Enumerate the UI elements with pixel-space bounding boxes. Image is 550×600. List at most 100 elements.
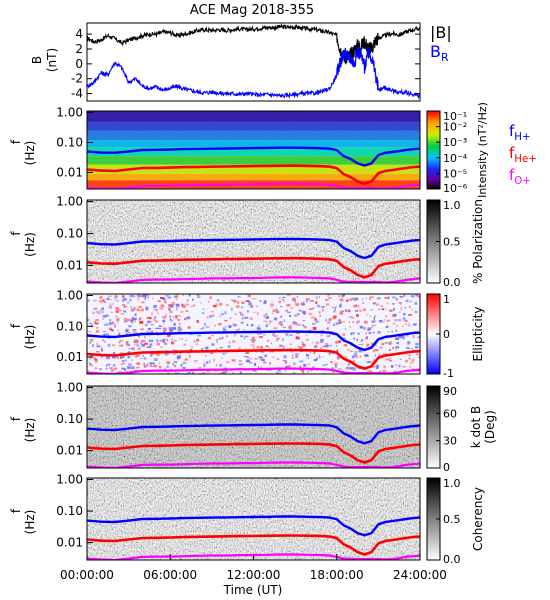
freq-ylabel: f: [9, 416, 23, 421]
gyrofrequency-line-fH: [87, 330, 420, 352]
time-axis-label: Time (UT): [223, 583, 283, 597]
spectrogram-image: [87, 386, 420, 468]
spectrogram-panel-1: 1.00 0.10 0.01 f (Hz) 10⁻¹10⁻² 10⁻³ 10⁻⁴ 10⁻⁵ 10⁻…: [9, 102, 537, 198]
colorbar-tick-label: 10⁻¹: [443, 110, 467, 123]
freq-ylabel-unit: (Hz): [23, 141, 37, 166]
spectrogram-image: [87, 111, 420, 189]
colorbar-label: Coherency: [471, 487, 485, 551]
gyrofrequency-line-fO: [87, 276, 420, 283]
freq-tick-label: 1.00: [56, 473, 83, 487]
colorbar-tick-label: 10⁻⁶: [443, 182, 468, 195]
legend-gyro-H+: fH+: [509, 122, 530, 143]
freq-tick-label: 0.01: [56, 165, 83, 179]
time-tick-label: 00:00:00: [60, 568, 114, 582]
colorbar-tick-label: 0.5: [443, 236, 461, 249]
colorbar-tick-label: 0: [443, 461, 450, 474]
freq-tick-label: 0.01: [56, 350, 83, 364]
gyrofrequency-line-fH: [87, 423, 420, 445]
colorbar-tick-label: 0.0: [443, 553, 461, 566]
time-tick-label: 12:00:00: [227, 568, 281, 582]
freq-tick-label: 0.10: [56, 226, 83, 240]
colorbar-tick-label: 1: [443, 293, 450, 306]
freq-ylabel: f: [9, 231, 23, 236]
gyrofrequency-line-fHe: [87, 442, 420, 464]
field-traces: [87, 23, 420, 100]
colorbar-tick-label: 10⁻⁴: [443, 152, 468, 165]
colorbar-label-unit: (Deg): [483, 410, 497, 444]
time-tick-label: 18:00:00: [310, 568, 364, 582]
gyrofrequency-line-fO: [87, 553, 420, 560]
gyrofrequency-line-fH: [87, 237, 420, 260]
freq-ylabel-unit: (Hz): [23, 232, 37, 257]
field-ytick-label: -4: [71, 87, 83, 101]
colorbar-tick-label: -1: [443, 367, 454, 380]
freq-ylabel: f: [9, 508, 23, 513]
colorbar-tick-label: 30: [443, 435, 457, 448]
gyrofrequency-line-fO: [87, 182, 420, 189]
colorbar-tick-label: 1.0: [443, 199, 461, 212]
colorbar-tick-label: 90: [443, 385, 457, 398]
time-tick-label: 24:00:00: [393, 568, 447, 582]
colorbar-tick-label: 60: [443, 407, 457, 420]
field-ytick-label: 0: [75, 57, 83, 71]
field-panel-frame: [86, 22, 421, 102]
colorbar-tick-label: 1.0: [443, 477, 461, 490]
field-ytick-label: -2: [71, 72, 83, 86]
colorbar-label: k dot B: [469, 406, 483, 448]
gyrofrequency-line-fHe: [87, 534, 420, 556]
gyrofrequency-line-fO: [87, 367, 420, 374]
spectrogram-panel-3: 1.00 0.10 0.01 f (Hz) 1 0 -1 Ellipticity: [9, 289, 485, 380]
colorbar-tick-label: 10⁻⁵: [443, 167, 467, 180]
series-line-br: [87, 46, 420, 100]
colorbar: [426, 385, 441, 469]
field-ylabel: B: [30, 56, 44, 64]
field-ytick-label: 2: [75, 42, 83, 56]
colorbar-tick-label: 0.0: [443, 276, 461, 289]
gyrofrequency-line-fO: [87, 461, 420, 468]
freq-tick-label: 0.10: [56, 135, 83, 149]
colorbar-tick-label: 10⁻³: [443, 136, 467, 149]
freq-tick-label: 1.00: [56, 105, 83, 119]
colorbar-label: Ellipticity: [471, 307, 485, 362]
gyrofrequency-line-fHe: [87, 348, 420, 370]
freq-tick-label: 1.00: [56, 381, 83, 395]
freq-tick-label: 0.10: [56, 412, 83, 426]
spectrogram-panel-2: 1.00 0.10 0.01 f (Hz) 1.0 0.5 0.0 % Polarization: [9, 195, 485, 289]
colorbar: [426, 110, 441, 190]
freq-ylabel: f: [9, 139, 23, 144]
freq-tick-label: 0.01: [56, 536, 83, 550]
freq-tick-label: 0.10: [56, 319, 83, 333]
gyrofrequency-line-fHe: [87, 256, 420, 279]
gyrofrequency-line-fH: [87, 515, 420, 537]
freq-tick-label: 0.01: [56, 258, 83, 272]
legend-gyro-O+: fO+: [509, 166, 531, 187]
freq-ylabel-unit: (Hz): [23, 510, 37, 535]
spectrogram-panel-5: 1.00 0.10 0.01 f (Hz) 1.0 0.5 0.0 Coherency: [9, 473, 485, 566]
gyrofrequency-line-fH: [87, 146, 420, 167]
spectrogram-frame: [86, 385, 421, 469]
freq-tick-label: 0.01: [56, 444, 83, 458]
freq-ylabel-unit: (Hz): [23, 325, 37, 350]
legend-babs: |B|: [430, 23, 452, 42]
spectrogram-frame: [86, 293, 421, 375]
spectrogram-frame: [86, 110, 421, 190]
spectrogram-image: [87, 478, 420, 560]
colorbar-label: Intensity (nT²/Hz): [476, 102, 489, 198]
field-ytick-label: 4: [75, 27, 83, 41]
freq-ylabel-unit: (Hz): [23, 418, 37, 443]
colorbar-tick-label: 10⁻²: [443, 121, 467, 134]
chart-title: ACE Mag 2018-355: [190, 3, 314, 18]
colorbar-label: % Polarization: [471, 199, 485, 284]
spectrogram-image: [87, 200, 420, 283]
freq-tick-label: 1.00: [56, 195, 83, 209]
colorbar-tick-label: 0: [443, 328, 450, 341]
series-line-babs: [87, 23, 420, 65]
legend-br: BR: [430, 42, 449, 64]
field-ylabel-unit: (nT): [45, 48, 59, 72]
spectrogram-panel-4: 1.00 0.10 0.01 f (Hz) 90 60 30 0 k dot B (Deg): [9, 381, 497, 474]
spectrogram-frame: [86, 199, 421, 284]
gyrofrequency-line-fHe: [87, 164, 420, 186]
freq-tick-label: 1.00: [56, 289, 83, 303]
spectrogram-image: [87, 294, 420, 374]
